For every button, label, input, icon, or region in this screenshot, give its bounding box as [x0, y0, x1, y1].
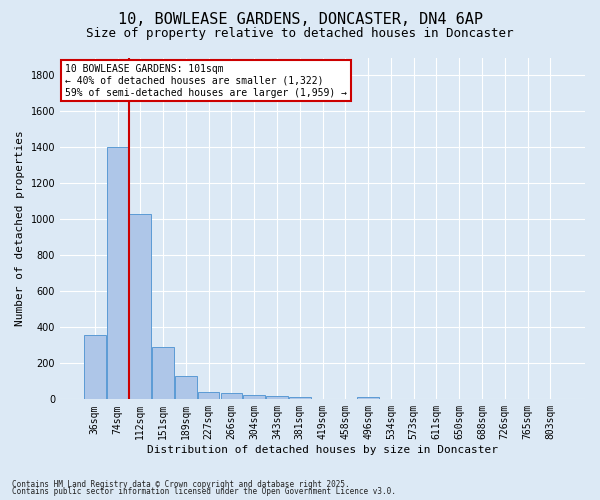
Text: 10 BOWLEASE GARDENS: 101sqm
← 40% of detached houses are smaller (1,322)
59% of : 10 BOWLEASE GARDENS: 101sqm ← 40% of det…: [65, 64, 347, 98]
Text: Contains HM Land Registry data © Crown copyright and database right 2025.: Contains HM Land Registry data © Crown c…: [12, 480, 350, 489]
Bar: [289, 396, 311, 400]
Bar: [266, 396, 288, 400]
Bar: [84, 334, 106, 400]
X-axis label: Distribution of detached houses by size in Doncaster: Distribution of detached houses by size …: [147, 445, 498, 455]
Y-axis label: Number of detached properties: Number of detached properties: [15, 130, 25, 326]
Text: Contains public sector information licensed under the Open Government Licence v3: Contains public sector information licen…: [12, 487, 396, 496]
Bar: [175, 376, 197, 400]
Bar: [107, 148, 128, 400]
Text: 10, BOWLEASE GARDENS, DONCASTER, DN4 6AP: 10, BOWLEASE GARDENS, DONCASTER, DN4 6AP: [118, 12, 482, 28]
Bar: [198, 392, 220, 400]
Bar: [130, 214, 151, 400]
Text: Size of property relative to detached houses in Doncaster: Size of property relative to detached ho…: [86, 28, 514, 40]
Bar: [152, 347, 174, 400]
Bar: [221, 394, 242, 400]
Bar: [357, 396, 379, 400]
Bar: [244, 395, 265, 400]
